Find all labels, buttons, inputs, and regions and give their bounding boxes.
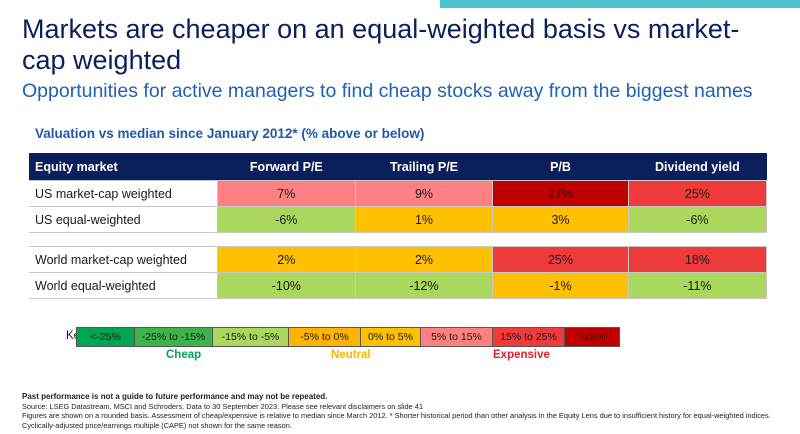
column-header-equity-market: Equity market: [29, 153, 218, 181]
page-title: Markets are cheaper on an equal-weighted…: [22, 14, 740, 75]
key-category-cheap: Cheap: [166, 349, 202, 361]
key-swatch: -25% to -15%: [135, 328, 213, 346]
key-swatch: <-25%: [77, 328, 135, 346]
value-cell: 1%: [354, 206, 494, 233]
column-header-forward-pe: Forward P/E: [217, 153, 356, 181]
value-cell: 9%: [354, 180, 494, 207]
source-note: Source: LSEG Datastream, MSCI and Schrod…: [22, 401, 423, 411]
row-label: World market-cap weighted: [29, 246, 218, 273]
value-cell: -11%: [627, 272, 768, 299]
key-swatch: 5% to 15%: [421, 328, 493, 346]
key-category-expensive: Expensive: [493, 349, 550, 361]
value-cell: -10%: [216, 272, 356, 299]
top-accent-bar: [440, 0, 800, 8]
value-cell: -6%: [216, 206, 356, 233]
column-header-trailing-pe: Trailing P/E: [355, 153, 493, 181]
table-spacer-row: [29, 232, 767, 247]
value-cell: 2%: [354, 246, 494, 273]
column-header-dividend-yield: Dividend yield: [628, 153, 767, 181]
key-swatch: 0% to 5%: [361, 328, 421, 346]
key-swatch: -15% to -5%: [213, 328, 289, 346]
column-header-pb: P/B: [492, 153, 629, 181]
value-cell: 25%: [627, 180, 768, 207]
footnotes: Past performance is not a guide to futur…: [22, 392, 792, 430]
row-label: US equal-weighted: [29, 206, 218, 233]
methodology-note: Figures are shown on a rounded basis. As…: [22, 411, 771, 430]
color-key: <-25% -25% to -15% -15% to -5% -5% to 0%…: [76, 327, 620, 347]
value-cell: 7%: [216, 180, 356, 207]
value-cell: -6%: [627, 206, 768, 233]
value-cell: 27%: [492, 180, 629, 207]
row-label: World equal-weighted: [29, 272, 218, 299]
value-cell: 18%: [627, 246, 768, 273]
value-cell: -1%: [492, 272, 629, 299]
table-row: World market-cap weighted 2% 2% 25% 18%: [29, 246, 768, 273]
table-row: US market-cap weighted 7% 9% 27% 25%: [29, 180, 768, 207]
table-row: US equal-weighted -6% 1% 3% -6%: [29, 206, 768, 233]
key-swatch: >25%: [565, 328, 619, 346]
value-cell: 3%: [492, 206, 629, 233]
table-header-row: Equity market Forward P/E Trailing P/E P…: [29, 153, 767, 181]
key-swatch: -5% to 0%: [289, 328, 361, 346]
value-cell: 25%: [492, 246, 629, 273]
key-swatch: 15% to 25%: [493, 328, 565, 346]
table-caption: Valuation vs median since January 2012* …: [35, 126, 425, 141]
value-cell: 2%: [216, 246, 356, 273]
valuation-table: Equity market Forward P/E Trailing P/E P…: [29, 153, 768, 299]
page-subtitle: Opportunities for active managers to fin…: [22, 80, 753, 102]
top-bar: [0, 0, 800, 8]
key-category-neutral: Neutral: [331, 349, 371, 361]
value-cell: -12%: [354, 272, 494, 299]
row-label: US market-cap weighted: [29, 180, 218, 207]
performance-disclaimer: Past performance is not a guide to futur…: [22, 392, 328, 401]
table-row: World equal-weighted -10% -12% -1% -11%: [29, 272, 768, 299]
